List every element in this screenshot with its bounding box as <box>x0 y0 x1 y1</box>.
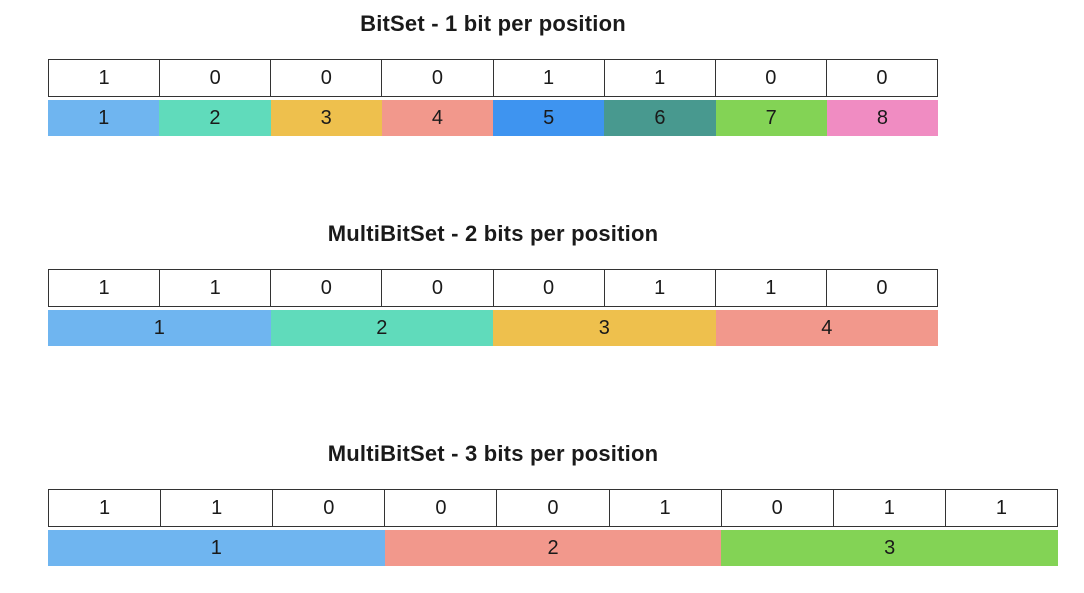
bit-cell: 0 <box>271 270 383 306</box>
position-cell: 6 <box>604 100 716 136</box>
bit-cell: 0 <box>722 490 834 526</box>
bit-cell: 0 <box>382 270 494 306</box>
position-cell: 3 <box>721 530 1059 566</box>
bit-cell: 0 <box>382 60 494 96</box>
bit-cell: 0 <box>876 66 888 89</box>
position-cell: 3 <box>270 100 382 136</box>
position-cell: 1 <box>48 310 271 346</box>
bit-cell: 1 <box>605 270 716 306</box>
position-cell: 7 <box>715 100 827 136</box>
bit-cell: 1 <box>49 60 161 96</box>
bit-cell: 1 <box>995 496 1007 519</box>
section-title: MultiBitSet - 2 bits per position <box>327 221 659 246</box>
section-title: BitSet - 1 bit per position <box>360 11 626 36</box>
position-cell: 5 <box>493 100 605 136</box>
position-cell: 3 <box>493 310 716 346</box>
position-cell: 2 <box>270 310 493 346</box>
position-cell: 2 <box>384 530 722 566</box>
bit-cell: 0 <box>273 490 386 526</box>
bit-cell: 1 <box>160 270 272 306</box>
position-cell: 4 <box>715 310 938 346</box>
bit-cell: 1 <box>161 490 274 526</box>
bit-cell: 1 <box>716 270 827 306</box>
bit-cell: 0 <box>876 276 888 299</box>
bit-cell: 1 <box>605 60 716 96</box>
position-cell: 1 <box>48 530 385 566</box>
position-cell: 8 <box>826 100 938 136</box>
bit-cell: 0 <box>385 490 498 526</box>
bit-cell: 1 <box>49 490 162 526</box>
position-cell: 2 <box>159 100 271 136</box>
position-cell: 4 <box>381 100 493 136</box>
bit-cell: 0 <box>160 60 272 96</box>
bit-cell: 0 <box>494 270 605 306</box>
position-cell: 1 <box>48 100 160 136</box>
bit-cell: 1 <box>834 490 946 526</box>
bit-cell: 1 <box>49 270 161 306</box>
bit-cell: 0 <box>497 490 610 526</box>
section-title: MultiBitSet - 3 bits per position <box>327 441 659 466</box>
bit-cell: 1 <box>610 490 722 526</box>
bit-cell: 1 <box>494 60 605 96</box>
bit-cell: 0 <box>271 60 383 96</box>
bit-cell: 0 <box>716 60 827 96</box>
